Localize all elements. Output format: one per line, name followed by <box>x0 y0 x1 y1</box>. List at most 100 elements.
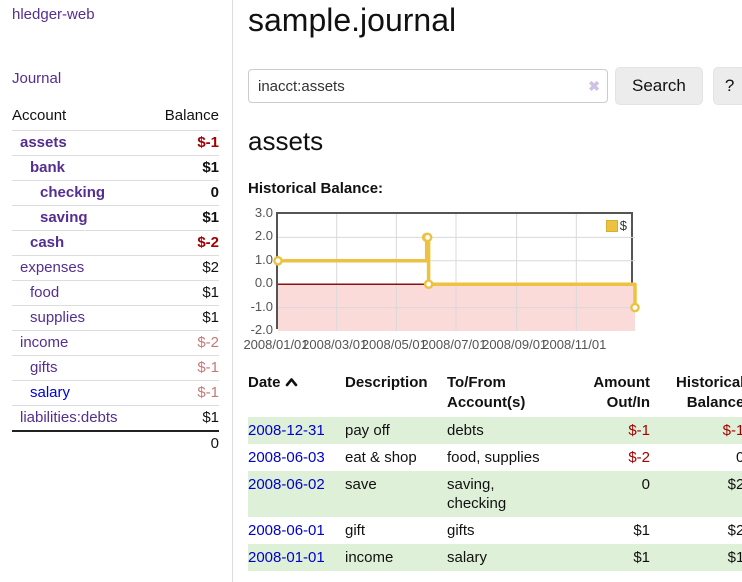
accounts-total-value: 0 <box>148 430 219 456</box>
account-row: gifts $-1 <box>12 355 219 381</box>
account-link-assets[interactable]: assets <box>20 134 67 151</box>
accounts-total-spacer <box>12 430 149 456</box>
accounts-table: Account Balance assets $-1 bank $1 check… <box>12 104 219 456</box>
y-axis-tick-label: 0.0 <box>254 275 273 291</box>
account-balance: $1 <box>148 280 219 306</box>
register-header-balance: Historical Balance <box>658 371 742 417</box>
chart-title: Historical Balance: <box>248 180 384 197</box>
transaction-balance: $-1 <box>722 422 742 439</box>
app-title-link[interactable]: hledger-web <box>12 6 95 23</box>
account-balance: $2 <box>148 255 219 281</box>
account-balance: $1 <box>148 405 219 432</box>
chart-canvas <box>273 214 640 331</box>
transaction-date-link[interactable]: 2008-12-31 <box>248 422 325 439</box>
sidebar-item-journal[interactable]: Journal <box>12 70 62 87</box>
register-header-accounts-line2: Account(s) <box>447 394 526 411</box>
account-link-gifts[interactable]: gifts <box>30 359 58 376</box>
account-link-saving[interactable]: saving <box>40 209 88 226</box>
y-axis-tick-label: 3.0 <box>254 205 273 220</box>
chart-plot-area: $ <box>273 212 640 331</box>
transaction-description: pay off <box>345 422 390 439</box>
historical-balance-chart: $ 3.0 2.0 1.0 0.0 -1.0 -2.0 2008/01/01 2008/03/… <box>243 204 742 356</box>
x-axis-tick-label: 2008/03/01 <box>302 337 368 352</box>
account-link-supplies[interactable]: supplies <box>30 309 86 326</box>
account-balance: $1 <box>148 155 219 181</box>
search-form: ✖ Search ? <box>248 67 742 105</box>
account-row: income $-2 <box>12 330 219 356</box>
transaction-date-link[interactable]: 2008-06-02 <box>248 476 325 493</box>
account-row: food $1 <box>12 280 219 306</box>
register-row: 2008-06-01 gift gifts $1 $2 <box>248 517 742 544</box>
accounts-header-account: Account <box>12 104 149 131</box>
account-row: bank $1 <box>12 155 219 181</box>
transaction-amount: 0 <box>641 476 650 493</box>
register-header-description: Description <box>345 374 428 391</box>
register-header-balance-line1: Historical <box>675 374 742 391</box>
register-header-date[interactable]: Date <box>248 371 345 417</box>
accounts-header-balance: Balance <box>148 104 219 131</box>
account-balance: $-1 <box>148 130 219 156</box>
help-button[interactable]: ? <box>712 67 742 105</box>
account-row: liabilities:debts $1 <box>12 405 219 432</box>
account-balance: $-2 <box>148 330 219 356</box>
account-link-food[interactable]: food <box>30 284 60 301</box>
register-header-date-label: Date <box>248 374 281 391</box>
transaction-date-link[interactable]: 2008-01-01 <box>248 549 325 566</box>
account-link-income[interactable]: income <box>20 334 69 351</box>
transaction-accounts: debts <box>447 422 484 439</box>
sort-ascending-icon <box>285 373 298 393</box>
search-button[interactable]: Search <box>615 67 703 105</box>
register-row: 2008-06-03 eat & shop food, supplies $-2… <box>248 444 742 471</box>
account-row: cash $-2 <box>12 230 219 256</box>
transaction-description: gift <box>345 522 366 539</box>
search-input[interactable] <box>248 69 608 103</box>
account-link-bank[interactable]: bank <box>30 159 66 176</box>
register-header-amount: Amount Out/In <box>580 371 658 417</box>
transaction-accounts: gifts <box>447 522 475 539</box>
account-link-salary[interactable]: salary <box>30 384 71 401</box>
account-balance: $-1 <box>148 380 219 406</box>
main-content: sample.journal ✖ Search ? assets Histori… <box>233 0 742 582</box>
account-link-cash[interactable]: cash <box>30 234 65 251</box>
x-axis-tick-label: 2008/09/01 <box>482 337 548 352</box>
register-row: 2008-06-02 save saving, checking 0 $2 <box>248 471 742 517</box>
account-row: checking 0 <box>12 180 219 206</box>
y-axis-tick-label: 2.0 <box>254 228 273 244</box>
x-axis-tick-label: 2008/07/01 <box>421 337 487 352</box>
account-balance: $1 <box>148 305 219 331</box>
register-header-accounts: To/From Account(s) <box>447 371 580 417</box>
account-row: salary $-1 <box>12 380 219 406</box>
clear-search-icon[interactable]: ✖ <box>588 78 600 94</box>
transaction-balance: $1 <box>727 549 742 566</box>
account-balance: 0 <box>148 180 219 206</box>
register-header-amount-line2: Out/In <box>606 394 650 411</box>
account-link-expenses[interactable]: expenses <box>20 259 85 276</box>
x-axis-tick-label: 2008/05/01 <box>361 337 427 352</box>
account-balance: $-1 <box>148 355 219 381</box>
transaction-amount: $1 <box>633 522 650 539</box>
register-header-balance-line2: Balance <box>686 394 742 411</box>
transaction-amount: $-1 <box>628 422 650 439</box>
register-header-amount-line1: Amount <box>593 374 650 391</box>
transaction-balance: $2 <box>727 522 742 539</box>
account-balance: $-2 <box>148 230 219 256</box>
register-row: 2008-01-01 income salary $1 $1 <box>248 544 742 571</box>
transaction-accounts: saving, checking <box>447 476 507 512</box>
account-row: saving $1 <box>12 205 219 231</box>
x-axis-tick-label: 2008/01/01 <box>243 337 309 352</box>
transaction-balance: $2 <box>727 476 742 493</box>
transaction-balance: 0 <box>736 449 742 466</box>
y-axis-tick-label: -2.0 <box>250 322 273 337</box>
account-link-checking[interactable]: checking <box>40 184 106 201</box>
accounts-total-row: 0 <box>12 430 219 456</box>
page-title: sample.journal <box>248 2 457 38</box>
transaction-description: save <box>345 476 377 493</box>
register-row: 2008-12-31 pay off debts $-1 $-1 <box>248 417 742 444</box>
transaction-description: eat & shop <box>345 449 417 466</box>
register-table: Date Description To/From Account(s) Amou… <box>248 371 742 571</box>
y-axis-tick-label: 1.0 <box>254 251 273 267</box>
transaction-amount: $-2 <box>628 449 650 466</box>
transaction-date-link[interactable]: 2008-06-03 <box>248 449 325 466</box>
transaction-date-link[interactable]: 2008-06-01 <box>248 522 325 539</box>
account-link-liabilities-debts[interactable]: liabilities:debts <box>20 409 118 426</box>
